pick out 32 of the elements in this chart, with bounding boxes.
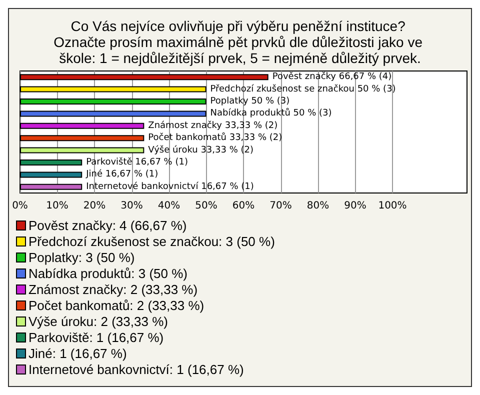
legend-label: Známost značky: 2 (33,33 %) <box>28 282 198 297</box>
legend-label: Nabídka produktů: 3 (50 %) <box>28 266 188 281</box>
legend-label: Jiné: 1 (16,67 %) <box>28 346 127 361</box>
data-label: Internetové bankovnictví 16,67 % (1) <box>86 180 254 192</box>
legend-label: Pověst značky: 4 (66,67 %) <box>28 218 187 233</box>
x-tick-label: 60% <box>232 200 255 212</box>
chart-title: Co Vás nejvíce ovlivňuje při výběru peněžní instituce? Označte prosím maximálně pět prvků dle důležitosti jako ve škole: 1 = nejdůležitější prvek, 5 = nejméně důležitý prvek. <box>54 18 426 66</box>
data-label: Výše úroku 33,33 % (2) <box>148 144 254 156</box>
x-tick-label: 40% <box>158 200 180 212</box>
data-label: Jiné 16,67 % (1) <box>85 168 158 180</box>
data-label: Poplatky 50 % (3) <box>210 96 290 106</box>
x-tick-label: 10% <box>46 200 68 212</box>
x-tick-label: 90% <box>344 200 366 212</box>
x-tick-label: 70% <box>270 200 292 212</box>
legend-label: Výše úroku: 2 (33,33 %) <box>28 314 168 329</box>
x-tick-label: 100% <box>378 200 407 212</box>
data-label: Parkoviště 16,67 % (1) <box>86 156 188 168</box>
x-tick-label: 50% <box>195 200 218 212</box>
x-tick-label: 30% <box>120 200 143 212</box>
data-label: Nabídka produktů 50 % (3) <box>210 108 332 119</box>
x-tick-label: 0% <box>12 200 28 212</box>
x-tick-label: 20% <box>83 200 106 212</box>
legend-label: Počet bankomatů: 2 (33,33 %) <box>28 298 204 313</box>
legend-label: Předchozí zkušenost se značkou: 3 (50 %) <box>28 234 275 249</box>
legend-label: Poplatky: 3 (50 %) <box>28 250 135 265</box>
data-label: Počet bankomatů 33,33 % (2) <box>148 132 282 144</box>
legend-label: Parkoviště: 1 (16,67 %) <box>28 330 164 345</box>
data-label: Předchozí zkušenost se značkou 50 % (3) <box>210 83 396 94</box>
data-label: Známost značky 33,33 % (2) <box>148 120 278 131</box>
x-tick-label: 80% <box>306 200 330 212</box>
legend-label: Internetové bankovnictví: 1 (16,67 %) <box>28 362 244 377</box>
data-label: Pověst značky 66,67 % (4) <box>272 71 392 82</box>
